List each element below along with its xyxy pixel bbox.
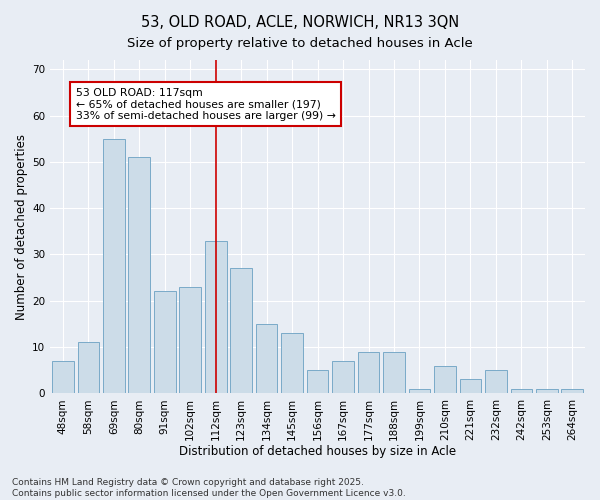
Bar — [383, 352, 405, 394]
Bar — [230, 268, 252, 394]
Bar — [511, 388, 532, 394]
Bar — [128, 157, 150, 394]
Bar — [77, 342, 99, 394]
Bar — [256, 324, 277, 394]
Text: 53 OLD ROAD: 117sqm
← 65% of detached houses are smaller (197)
33% of semi-detac: 53 OLD ROAD: 117sqm ← 65% of detached ho… — [76, 88, 335, 121]
Bar — [562, 388, 583, 394]
X-axis label: Distribution of detached houses by size in Acle: Distribution of detached houses by size … — [179, 444, 456, 458]
Bar — [485, 370, 506, 394]
Y-axis label: Number of detached properties: Number of detached properties — [15, 134, 28, 320]
Bar — [358, 352, 379, 394]
Bar — [409, 388, 430, 394]
Bar — [460, 380, 481, 394]
Bar — [154, 292, 176, 394]
Bar — [103, 138, 125, 394]
Bar — [434, 366, 456, 394]
Text: Contains HM Land Registry data © Crown copyright and database right 2025.
Contai: Contains HM Land Registry data © Crown c… — [12, 478, 406, 498]
Text: Size of property relative to detached houses in Acle: Size of property relative to detached ho… — [127, 38, 473, 51]
Bar — [332, 361, 354, 394]
Bar — [179, 287, 201, 394]
Bar — [281, 333, 303, 394]
Bar — [205, 240, 227, 394]
Bar — [536, 388, 557, 394]
Bar — [307, 370, 328, 394]
Bar — [52, 361, 74, 394]
Text: 53, OLD ROAD, ACLE, NORWICH, NR13 3QN: 53, OLD ROAD, ACLE, NORWICH, NR13 3QN — [141, 15, 459, 30]
